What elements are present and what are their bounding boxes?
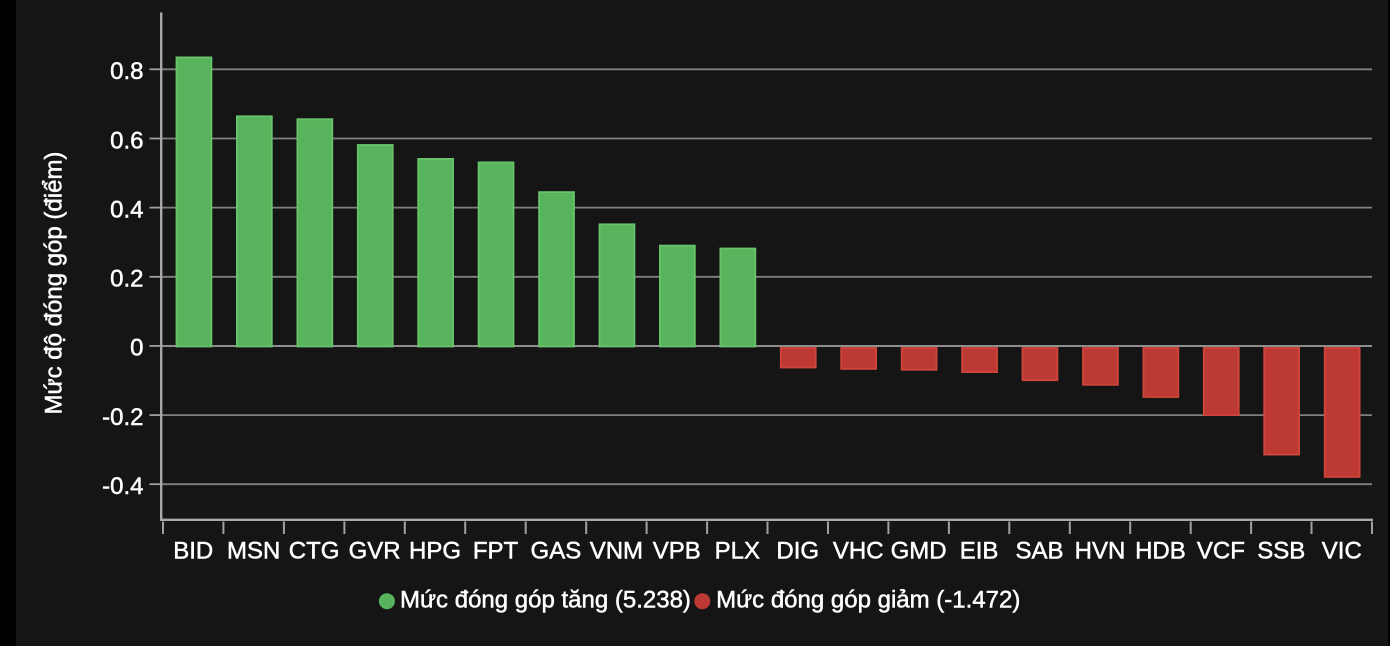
svg-text:0.8: 0.8 [110,58,143,85]
svg-text:0.2: 0.2 [110,266,143,293]
svg-text:-0.4: -0.4 [102,473,143,500]
svg-text:VCF: VCF [1197,537,1245,564]
svg-text:VPB: VPB [653,537,701,564]
svg-text:HDB: HDB [1135,537,1186,564]
svg-text:SSB: SSB [1257,537,1305,564]
svg-text:0.4: 0.4 [110,196,143,223]
svg-text:GVR: GVR [349,537,401,564]
svg-text:Mức đóng góp giảm (-1.472): Mức đóng góp giảm (-1.472) [716,587,1020,614]
svg-text:VNM: VNM [590,537,643,564]
svg-text:GAS: GAS [531,537,582,564]
svg-text:EIB: EIB [960,537,999,564]
svg-text:HVN: HVN [1075,537,1126,564]
svg-text:PLX: PLX [715,537,760,564]
svg-text:GMD: GMD [891,537,947,564]
svg-text:0.6: 0.6 [110,127,143,154]
svg-text:DIG: DIG [776,537,819,564]
svg-text:HPG: HPG [409,537,461,564]
svg-text:VIC: VIC [1322,537,1362,564]
svg-text:-0.2: -0.2 [102,404,143,431]
svg-text:Mức độ đóng góp (điểm): Mức độ đóng góp (điểm) [41,152,68,415]
svg-text:SAB: SAB [1015,537,1063,564]
svg-text:0: 0 [130,334,143,361]
svg-text:BID: BID [173,537,213,564]
svg-text:VHC: VHC [833,537,884,564]
svg-text:FPT: FPT [473,537,519,564]
svg-text:Mức đóng góp tăng (5.238): Mức đóng góp tăng (5.238) [400,587,691,614]
svg-text:CTG: CTG [289,537,340,564]
svg-text:MSN: MSN [227,537,280,564]
